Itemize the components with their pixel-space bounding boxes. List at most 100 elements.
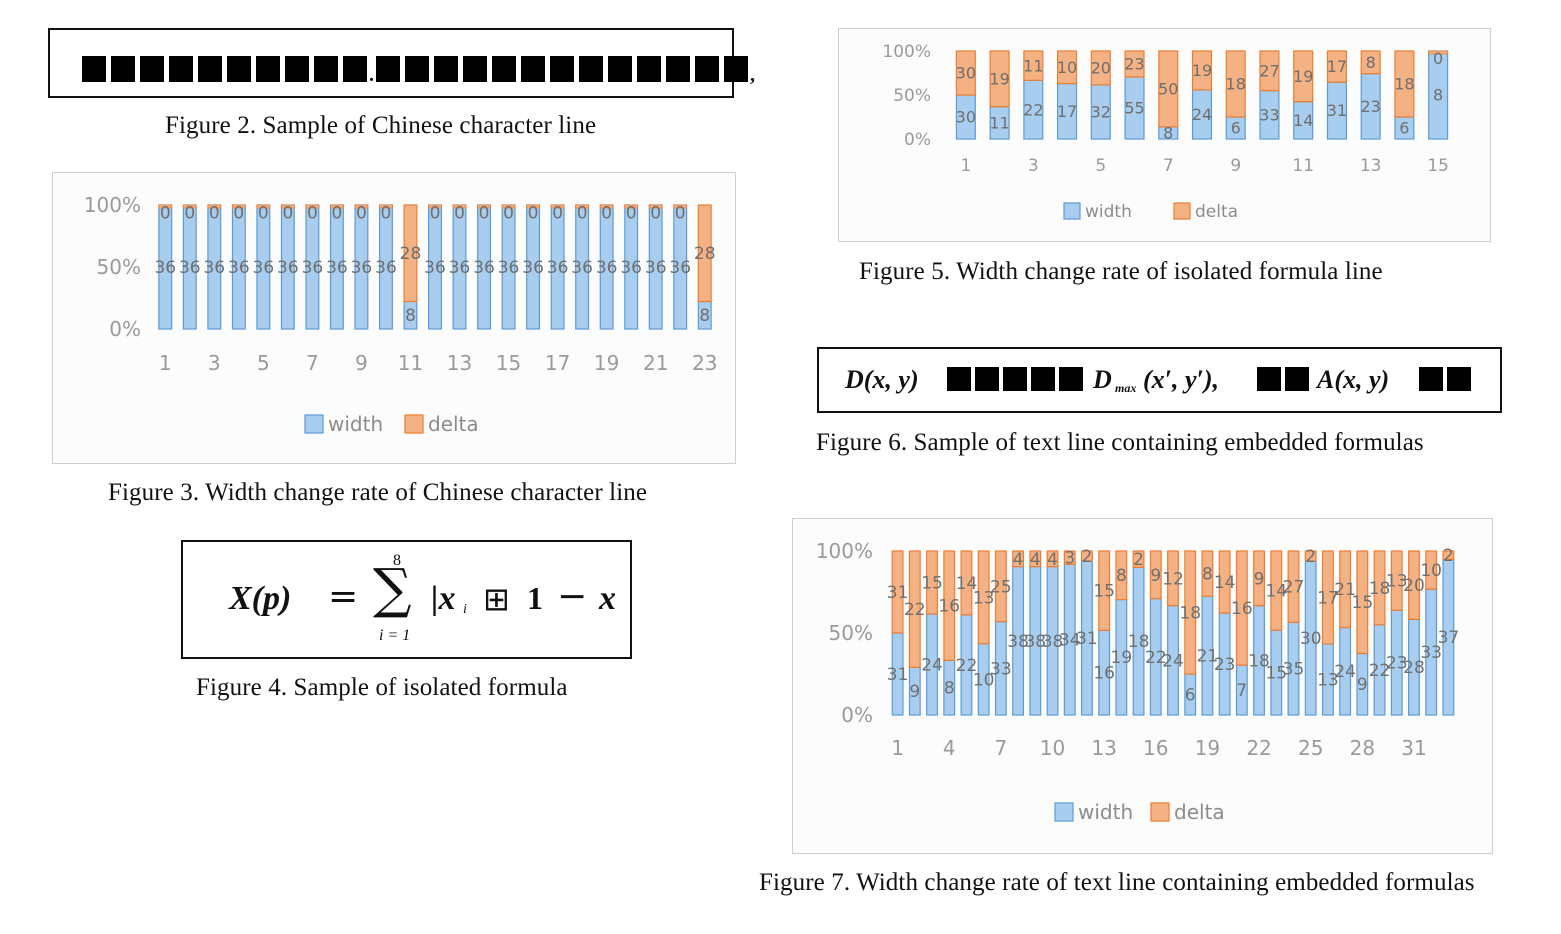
bar-delta (1428, 50, 1448, 55)
x-tick-label: 19 (1195, 736, 1220, 760)
data-label-width: 9 (909, 682, 920, 702)
figure-7-caption: Figure 7. Width change rate of text line… (759, 869, 1475, 896)
data-label-delta: 0 (233, 204, 244, 224)
data-label-delta: 0 (503, 204, 514, 224)
data-label-delta: 16 (938, 597, 960, 617)
bar-delta (452, 204, 467, 209)
bar-delta (648, 204, 663, 209)
bar-delta (1304, 550, 1317, 562)
embedded-formula-line-sample: D(x, y) D max (x′, y′), A(x, y) (817, 347, 1502, 413)
formula-one: 1 (527, 580, 543, 616)
x-tick-label: 5 (1095, 156, 1106, 176)
bar-delta (624, 204, 638, 209)
data-label-delta: 17 (1317, 588, 1339, 608)
data-label-width: 11 (989, 113, 1009, 132)
bar-delta (1098, 550, 1111, 631)
data-label-width: 36 (302, 258, 324, 278)
bar-delta (1115, 550, 1128, 601)
chinese-glyph-block (198, 56, 222, 82)
y-tick-label: 50% (97, 255, 141, 279)
data-label-width: 24 (1162, 651, 1184, 671)
bar-delta (1270, 550, 1283, 631)
data-label-width: 28 (1403, 658, 1425, 678)
data-label-width: 38 (1024, 632, 1046, 652)
chinese-glyph-block (1031, 367, 1055, 391)
bar-delta (1029, 550, 1042, 568)
data-label-delta: 2 (1082, 547, 1093, 567)
data-label-delta: 22 (904, 600, 926, 620)
data-label-width: 6 (1231, 119, 1241, 138)
bar-delta (1326, 50, 1347, 83)
data-label-width: 18 (1128, 632, 1150, 652)
plus-box-icon: ⊞ (483, 580, 510, 618)
x-tick-label: 9 (1230, 156, 1241, 176)
data-label-width: 23 (1360, 97, 1380, 116)
data-label-delta: 30 (956, 64, 976, 83)
chinese-glyph-block (140, 56, 164, 82)
figure-3-caption: Figure 3. Width change rate of Chinese c… (108, 479, 648, 506)
data-label-delta: 0 (1433, 49, 1443, 68)
data-label-delta: 27 (1283, 578, 1305, 598)
bar-delta (1158, 50, 1179, 128)
x-tick-label: 7 (1163, 156, 1174, 176)
data-label-delta: 8 (1366, 53, 1376, 72)
data-label-width: 30 (956, 108, 976, 127)
data-label-delta: 0 (209, 204, 220, 224)
chinese-glyph-block (724, 56, 748, 82)
bar-delta (960, 550, 973, 616)
data-label-width: 22 (1369, 661, 1391, 681)
bar-delta (1293, 50, 1314, 103)
data-label-delta: 9 (1150, 566, 1161, 586)
y-tick-label: 0% (109, 317, 141, 341)
data-label-delta: 14 (1214, 573, 1236, 593)
embedded-formula-1: D(x, y) (845, 365, 919, 394)
data-label-delta: 28 (400, 244, 422, 264)
data-label-delta: 15 (921, 573, 943, 593)
data-label-width: 32 (1091, 103, 1111, 122)
bar-delta (955, 50, 976, 96)
data-label-width: 31 (1076, 629, 1098, 649)
data-label-delta: 18 (1179, 603, 1201, 623)
chinese-glyph-block (1059, 367, 1083, 391)
bar-delta (1360, 50, 1381, 75)
isolated-formula-sample: X(p) = 8 ∑ i = 1 |x i ⊞ 1 − x (181, 540, 632, 659)
x-tick-label: 19 (594, 351, 619, 375)
bar-delta (943, 550, 956, 661)
data-label-width: 19 (1111, 648, 1133, 668)
data-label-delta: 19 (989, 69, 1009, 88)
chinese-glyph-row: ., (82, 52, 757, 85)
data-label-width: 37 (1438, 628, 1460, 648)
chinese-glyph-block (82, 56, 106, 82)
formula-sum-lower: i = 1 (379, 627, 411, 644)
bar-delta (1442, 550, 1455, 561)
bar-delta (1339, 550, 1352, 629)
data-label-width: 36 (277, 258, 299, 278)
chinese-glyph-block (637, 56, 661, 82)
figure-3-chart: 100% 50% 0% 36 0 36 0 36 0 36 0 36 0 36 0 36 0 36 0 36 0 36 0 8… (52, 172, 736, 464)
chinese-glyph-block (695, 56, 719, 82)
data-label-delta: 0 (601, 204, 612, 224)
data-label-width: 36 (326, 258, 348, 278)
chinese-glyph-block (492, 56, 516, 82)
data-label-delta: 21 (1334, 580, 1356, 600)
data-label-width: 36 (571, 258, 593, 278)
formula-minus: − (557, 576, 588, 617)
bar-delta (550, 204, 565, 209)
bar-delta (1218, 550, 1231, 614)
legend-swatch-width (304, 414, 324, 434)
data-label-delta: 14 (1265, 582, 1287, 602)
bar-delta (908, 550, 921, 668)
y-tick-label: 0% (841, 703, 873, 727)
data-label-delta: 20 (1403, 576, 1425, 596)
x-tick-label: 28 (1350, 736, 1375, 760)
bar-delta (1132, 550, 1145, 568)
data-label-width: 36 (473, 258, 495, 278)
data-label-delta: 50 (1158, 80, 1178, 99)
chinese-glyph-block (256, 56, 280, 82)
x-tick-label: 4 (943, 736, 956, 760)
x-tick-label: 1 (159, 351, 172, 375)
x-tick-label: 11 (398, 351, 423, 375)
bar-delta (926, 550, 938, 615)
chinese-glyph-block (376, 56, 400, 82)
data-label-delta: 0 (258, 204, 269, 224)
